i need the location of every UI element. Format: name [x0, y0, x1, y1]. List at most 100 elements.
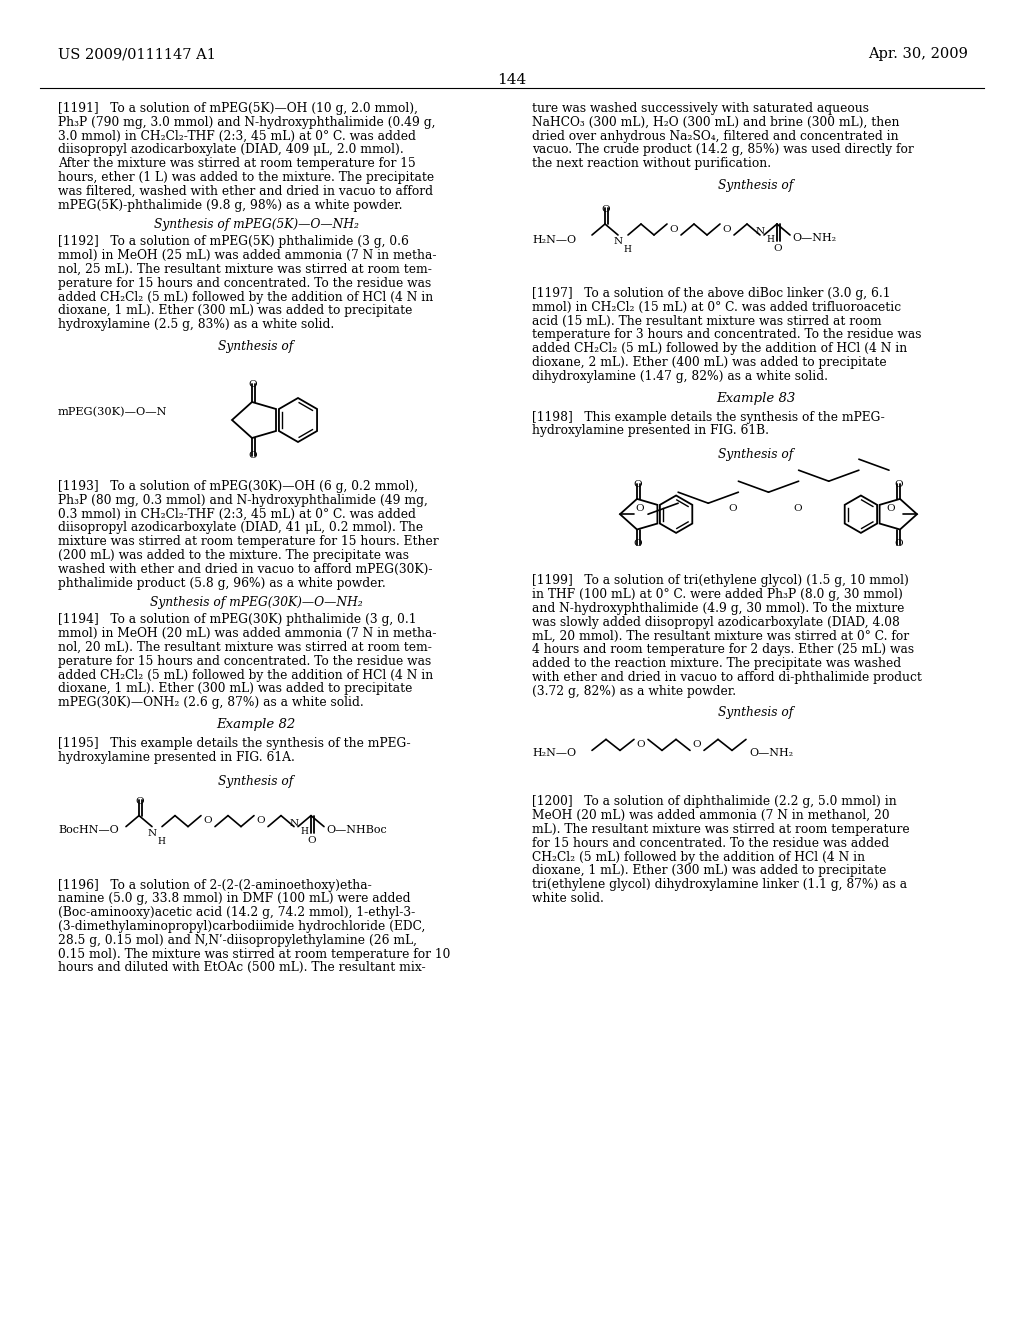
Text: temperature for 3 hours and concentrated. To the residue was: temperature for 3 hours and concentrated… — [532, 329, 922, 342]
Text: [1200]   To a solution of diphthalimide (2.2 g, 5.0 mmol) in: [1200] To a solution of diphthalimide (2… — [532, 796, 897, 808]
Text: mPEG(5K)-phthalimide (9.8 g, 98%) as a white powder.: mPEG(5K)-phthalimide (9.8 g, 98%) as a w… — [58, 198, 402, 211]
Text: (200 mL) was added to the mixture. The precipitate was: (200 mL) was added to the mixture. The p… — [58, 549, 409, 562]
Text: O: O — [634, 539, 642, 548]
Text: Apr. 30, 2009: Apr. 30, 2009 — [868, 48, 968, 61]
Text: 3.0 mmol) in CH₂Cl₂-THF (2:3, 45 mL) at 0° C. was added: 3.0 mmol) in CH₂Cl₂-THF (2:3, 45 mL) at … — [58, 129, 416, 143]
Text: Ph₃P (80 mg, 0.3 mmol) and N-hydroxyphthalimide (49 mg,: Ph₃P (80 mg, 0.3 mmol) and N-hydroxyphth… — [58, 494, 428, 507]
Text: (Boc-aminooxy)acetic acid (14.2 g, 74.2 mmol), 1-ethyl-3-: (Boc-aminooxy)acetic acid (14.2 g, 74.2 … — [58, 907, 416, 919]
Text: O: O — [895, 480, 903, 490]
Text: diisopropyl azodicarboxylate (DIAD, 409 μL, 2.0 mmol).: diisopropyl azodicarboxylate (DIAD, 409 … — [58, 144, 403, 156]
Text: added CH₂Cl₂ (5 mL) followed by the addition of HCl (4 N in: added CH₂Cl₂ (5 mL) followed by the addi… — [58, 669, 433, 681]
Text: nol, 20 mL). The resultant mixture was stirred at room tem-: nol, 20 mL). The resultant mixture was s… — [58, 642, 432, 653]
Text: O: O — [307, 836, 316, 845]
Text: O: O — [722, 224, 731, 234]
Text: [1192]   To a solution of mPEG(5K) phthalimide (3 g, 0.6: [1192] To a solution of mPEG(5K) phthali… — [58, 235, 409, 248]
Text: US 2009/0111147 A1: US 2009/0111147 A1 — [58, 48, 216, 61]
Text: [1196]   To a solution of 2-(2-(2-aminoethoxy)etha-: [1196] To a solution of 2-(2-(2-aminoeth… — [58, 879, 372, 891]
Text: and N-hydroxyphthalimide (4.9 g, 30 mmol). To the mixture: and N-hydroxyphthalimide (4.9 g, 30 mmol… — [532, 602, 904, 615]
Text: mmol) in MeOH (20 mL) was added ammonia (7 N in metha-: mmol) in MeOH (20 mL) was added ammonia … — [58, 627, 436, 640]
Text: Example 82: Example 82 — [216, 718, 296, 731]
Text: MeOH (20 mL) was added ammonia (7 N in methanol, 20: MeOH (20 mL) was added ammonia (7 N in m… — [532, 809, 890, 822]
Text: for 15 hours and concentrated. To the residue was added: for 15 hours and concentrated. To the re… — [532, 837, 889, 850]
Text: dioxane, 1 mL). Ether (300 mL) was added to precipitate: dioxane, 1 mL). Ether (300 mL) was added… — [58, 682, 413, 696]
Text: ture was washed successively with saturated aqueous: ture was washed successively with satura… — [532, 102, 869, 115]
Text: H: H — [157, 837, 165, 846]
Text: O: O — [774, 244, 782, 253]
Text: perature for 15 hours and concentrated. To the residue was: perature for 15 hours and concentrated. … — [58, 655, 431, 668]
Text: H₂N—O: H₂N—O — [532, 235, 577, 246]
Text: hydroxylamine presented in FIG. 61B.: hydroxylamine presented in FIG. 61B. — [532, 425, 769, 437]
Text: added CH₂Cl₂ (5 mL) followed by the addition of HCl (4 N in: added CH₂Cl₂ (5 mL) followed by the addi… — [532, 342, 907, 355]
Text: Synthesis of mPEG(30K)—O—NH₂: Synthesis of mPEG(30K)—O—NH₂ — [150, 597, 362, 610]
Text: 0.3 mmol) in CH₂Cl₂-THF (2:3, 45 mL) at 0° C. was added: 0.3 mmol) in CH₂Cl₂-THF (2:3, 45 mL) at … — [58, 508, 416, 520]
Text: was slowly added diisopropyl azodicarboxylate (DIAD, 4.08: was slowly added diisopropyl azodicarbox… — [532, 615, 900, 628]
Text: O: O — [669, 224, 678, 234]
Text: [1199]   To a solution of tri(ethylene glycol) (1.5 g, 10 mmol): [1199] To a solution of tri(ethylene gly… — [532, 574, 909, 587]
Text: N: N — [290, 818, 299, 828]
Text: mL). The resultant mixture was stirred at room temperature: mL). The resultant mixture was stirred a… — [532, 822, 909, 836]
Text: O: O — [136, 796, 144, 805]
Text: 4 hours and room temperature for 2 days. Ether (25 mL) was: 4 hours and room temperature for 2 days.… — [532, 643, 914, 656]
Text: mPEG(30K)—O—N: mPEG(30K)—O—N — [58, 407, 168, 417]
Text: dihydroxylamine (1.47 g, 82%) as a white solid.: dihydroxylamine (1.47 g, 82%) as a white… — [532, 370, 828, 383]
Text: (3-dimethylaminopropyl)carbodiimide hydrochloride (EDC,: (3-dimethylaminopropyl)carbodiimide hydr… — [58, 920, 425, 933]
Text: O—NH₂: O—NH₂ — [792, 234, 837, 243]
Text: namine (5.0 g, 33.8 mmol) in DMF (100 mL) were added: namine (5.0 g, 33.8 mmol) in DMF (100 mL… — [58, 892, 411, 906]
Text: [1191]   To a solution of mPEG(5K)—OH (10 g, 2.0 mmol),: [1191] To a solution of mPEG(5K)—OH (10 … — [58, 102, 418, 115]
Text: O: O — [636, 741, 645, 748]
Text: hydroxylamine presented in FIG. 61A.: hydroxylamine presented in FIG. 61A. — [58, 751, 295, 764]
Text: N: N — [147, 829, 157, 838]
Text: white solid.: white solid. — [532, 892, 604, 906]
Text: Synthesis of mPEG(5K)—O—NH₂: Synthesis of mPEG(5K)—O—NH₂ — [154, 218, 358, 231]
Text: O—NHBoc: O—NHBoc — [326, 825, 387, 834]
Text: O: O — [728, 504, 736, 512]
Text: [1194]   To a solution of mPEG(30K) phthalimide (3 g, 0.1: [1194] To a solution of mPEG(30K) phthal… — [58, 614, 417, 627]
Text: washed with ether and dried in vacuo to afford mPEG(30K)-: washed with ether and dried in vacuo to … — [58, 562, 432, 576]
Text: After the mixture was stirred at room temperature for 15: After the mixture was stirred at room te… — [58, 157, 416, 170]
Text: 0.15 mol). The mixture was stirred at room temperature for 10: 0.15 mol). The mixture was stirred at ro… — [58, 948, 451, 961]
Text: (3.72 g, 82%) as a white powder.: (3.72 g, 82%) as a white powder. — [532, 685, 736, 697]
Text: phthalimide product (5.8 g, 96%) as a white powder.: phthalimide product (5.8 g, 96%) as a wh… — [58, 577, 386, 590]
Text: dioxane, 1 mL). Ether (300 mL) was added to precipitate: dioxane, 1 mL). Ether (300 mL) was added… — [58, 305, 413, 317]
Text: mPEG(30K)—ONH₂ (2.6 g, 87%) as a white solid.: mPEG(30K)—ONH₂ (2.6 g, 87%) as a white s… — [58, 696, 364, 709]
Text: CH₂Cl₂ (5 mL) followed by the addition of HCl (4 N in: CH₂Cl₂ (5 mL) followed by the addition o… — [532, 850, 865, 863]
Text: O: O — [634, 480, 642, 490]
Text: H: H — [300, 826, 308, 836]
Text: vacuo. The crude product (14.2 g, 85%) was used directly for: vacuo. The crude product (14.2 g, 85%) w… — [532, 144, 913, 156]
Text: 28.5 g, 0.15 mol) and N,Nʹ-diisopropylethylamine (26 mL,: 28.5 g, 0.15 mol) and N,Nʹ-diisopropylet… — [58, 933, 417, 946]
Text: N: N — [756, 227, 765, 236]
Text: Synthesis of: Synthesis of — [218, 341, 294, 352]
Text: O: O — [203, 816, 212, 825]
Text: Synthesis of: Synthesis of — [719, 180, 794, 191]
Text: H: H — [623, 246, 631, 253]
Text: hours and diluted with EtOAc (500 mL). The resultant mix-: hours and diluted with EtOAc (500 mL). T… — [58, 961, 426, 974]
Text: O: O — [256, 816, 264, 825]
Text: O: O — [794, 504, 802, 512]
Text: N: N — [613, 238, 623, 246]
Text: added to the reaction mixture. The precipitate was washed: added to the reaction mixture. The preci… — [532, 657, 901, 671]
Text: mmol) in MeOH (25 mL) was added ammonia (7 N in metha-: mmol) in MeOH (25 mL) was added ammonia … — [58, 249, 436, 263]
Text: Synthesis of: Synthesis of — [719, 706, 794, 719]
Text: O: O — [602, 205, 610, 214]
Text: H₂N—O: H₂N—O — [532, 748, 577, 759]
Text: O—NH₂: O—NH₂ — [749, 748, 794, 759]
Text: O: O — [249, 380, 257, 389]
Text: nol, 25 mL). The resultant mixture was stirred at room tem-: nol, 25 mL). The resultant mixture was s… — [58, 263, 432, 276]
Text: Ph₃P (790 mg, 3.0 mmol) and N-hydroxyphthalimide (0.49 g,: Ph₃P (790 mg, 3.0 mmol) and N-hydroxypht… — [58, 116, 435, 129]
Text: with ether and dried in vacuo to afford di-phthalimide product: with ether and dried in vacuo to afford … — [532, 671, 922, 684]
Text: dioxane, 2 mL). Ether (400 mL) was added to precipitate: dioxane, 2 mL). Ether (400 mL) was added… — [532, 356, 887, 370]
Text: added CH₂Cl₂ (5 mL) followed by the addition of HCl (4 N in: added CH₂Cl₂ (5 mL) followed by the addi… — [58, 290, 433, 304]
Text: Example 83: Example 83 — [717, 392, 796, 405]
Text: acid (15 mL). The resultant mixture was stirred at room: acid (15 mL). The resultant mixture was … — [532, 314, 882, 327]
Text: was filtered, washed with ether and dried in vacuo to afford: was filtered, washed with ether and drie… — [58, 185, 433, 198]
Text: hours, ether (1 L) was added to the mixture. The precipitate: hours, ether (1 L) was added to the mixt… — [58, 172, 434, 183]
Text: hydroxylamine (2.5 g, 83%) as a white solid.: hydroxylamine (2.5 g, 83%) as a white so… — [58, 318, 334, 331]
Text: [1198]   This example details the synthesis of the mPEG-: [1198] This example details the synthesi… — [532, 411, 885, 424]
Text: Synthesis of: Synthesis of — [719, 449, 794, 461]
Text: O: O — [249, 451, 257, 459]
Text: O: O — [692, 741, 700, 748]
Text: dioxane, 1 mL). Ether (300 mL) was added to precipitate: dioxane, 1 mL). Ether (300 mL) was added… — [532, 865, 887, 878]
Text: Synthesis of: Synthesis of — [218, 775, 294, 788]
Text: O: O — [635, 504, 644, 512]
Text: 144: 144 — [498, 73, 526, 87]
